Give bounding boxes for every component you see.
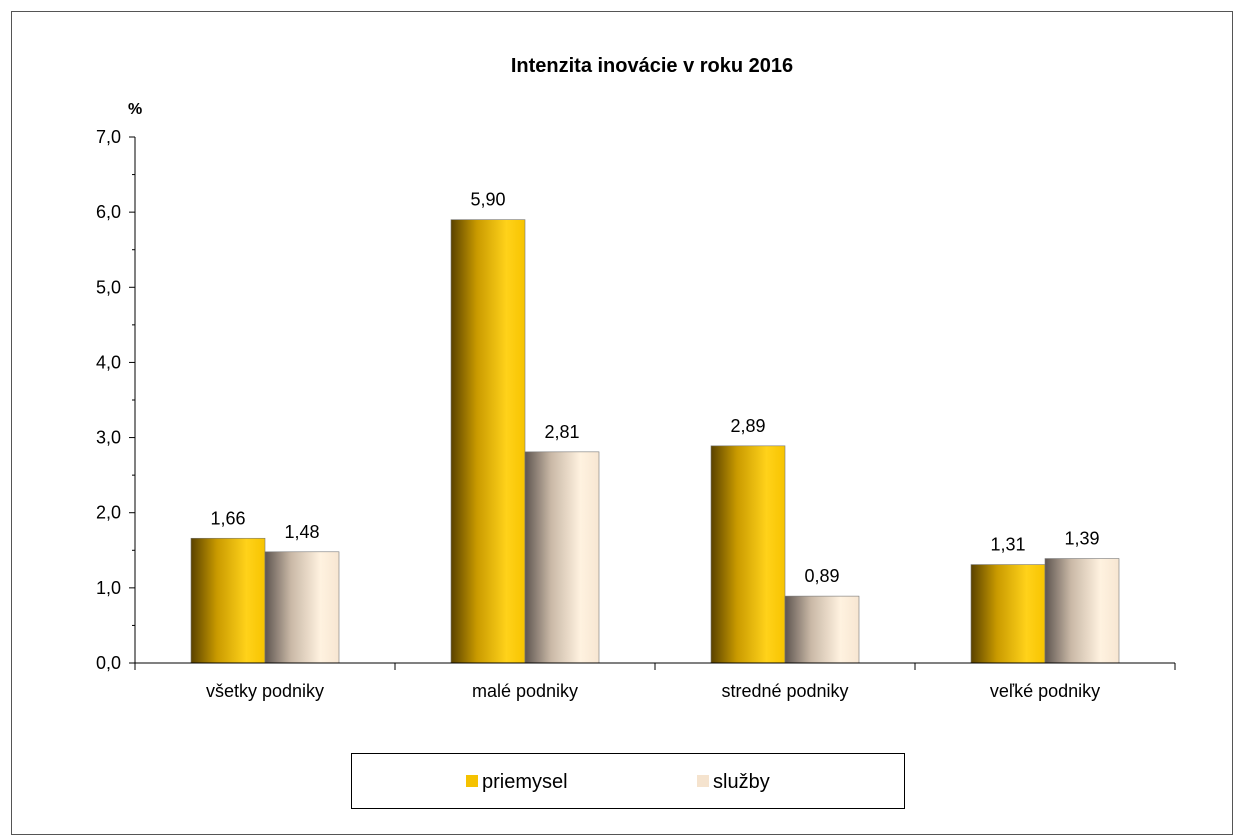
chart-frame [11, 11, 1233, 835]
chart-title: Intenzita inovácie v roku 2016 [511, 55, 793, 77]
data-label: 2,89 [730, 416, 765, 436]
bars: 1,66 1,48 5,90 2,81 2,89 0,89 1,31 1,39 [190, 190, 1120, 664]
x-tick-label: všetky podniky [206, 681, 324, 701]
data-label: 1,66 [210, 508, 245, 528]
data-label: 1,31 [990, 535, 1025, 555]
y-tick-label: 4,0 [96, 352, 121, 372]
data-label: 1,39 [1064, 529, 1099, 549]
data-label: 1,48 [284, 522, 319, 542]
legend-box [351, 753, 905, 809]
x-tick-label: malé podniky [472, 681, 578, 701]
data-label: 0,89 [804, 566, 839, 586]
y-tick-label: 1,0 [96, 578, 121, 598]
x-tick-label: stredné podniky [721, 681, 848, 701]
y-axis: 0,0 1,0 2,0 3,0 4,0 5,0 6,0 7,0 [96, 127, 136, 673]
legend-swatch-priemysel [466, 775, 478, 787]
legend: priemysel služby [351, 753, 905, 809]
x-tick-label: veľké podniky [990, 681, 1100, 701]
x-axis: všetky podniky malé podniky stredné podnik… [134, 662, 1176, 701]
y-tick-label: 2,0 [96, 503, 121, 523]
y-tick-label: 7,0 [96, 127, 121, 147]
bar-sluzby [784, 595, 860, 664]
bar-priemysel [450, 219, 526, 664]
bar-priemysel [710, 445, 786, 664]
y-tick-label: 5,0 [96, 277, 121, 297]
bar-sluzby [1044, 558, 1120, 664]
legend-label-priemysel: priemysel [482, 771, 568, 793]
data-label: 2,81 [544, 422, 579, 442]
bar-sluzby [524, 451, 600, 664]
legend-label-sluzby: služby [713, 771, 770, 793]
legend-swatch-sluzby [697, 775, 709, 787]
data-label: 5,90 [470, 190, 505, 210]
y-tick-label: 3,0 [96, 428, 121, 448]
y-tick-label: 6,0 [96, 202, 121, 222]
bar-priemysel [970, 564, 1046, 664]
bar-priemysel [190, 537, 266, 664]
y-tick-label: 0,0 [96, 653, 121, 673]
y-axis-unit: % [128, 101, 142, 118]
bar-sluzby [264, 551, 340, 664]
